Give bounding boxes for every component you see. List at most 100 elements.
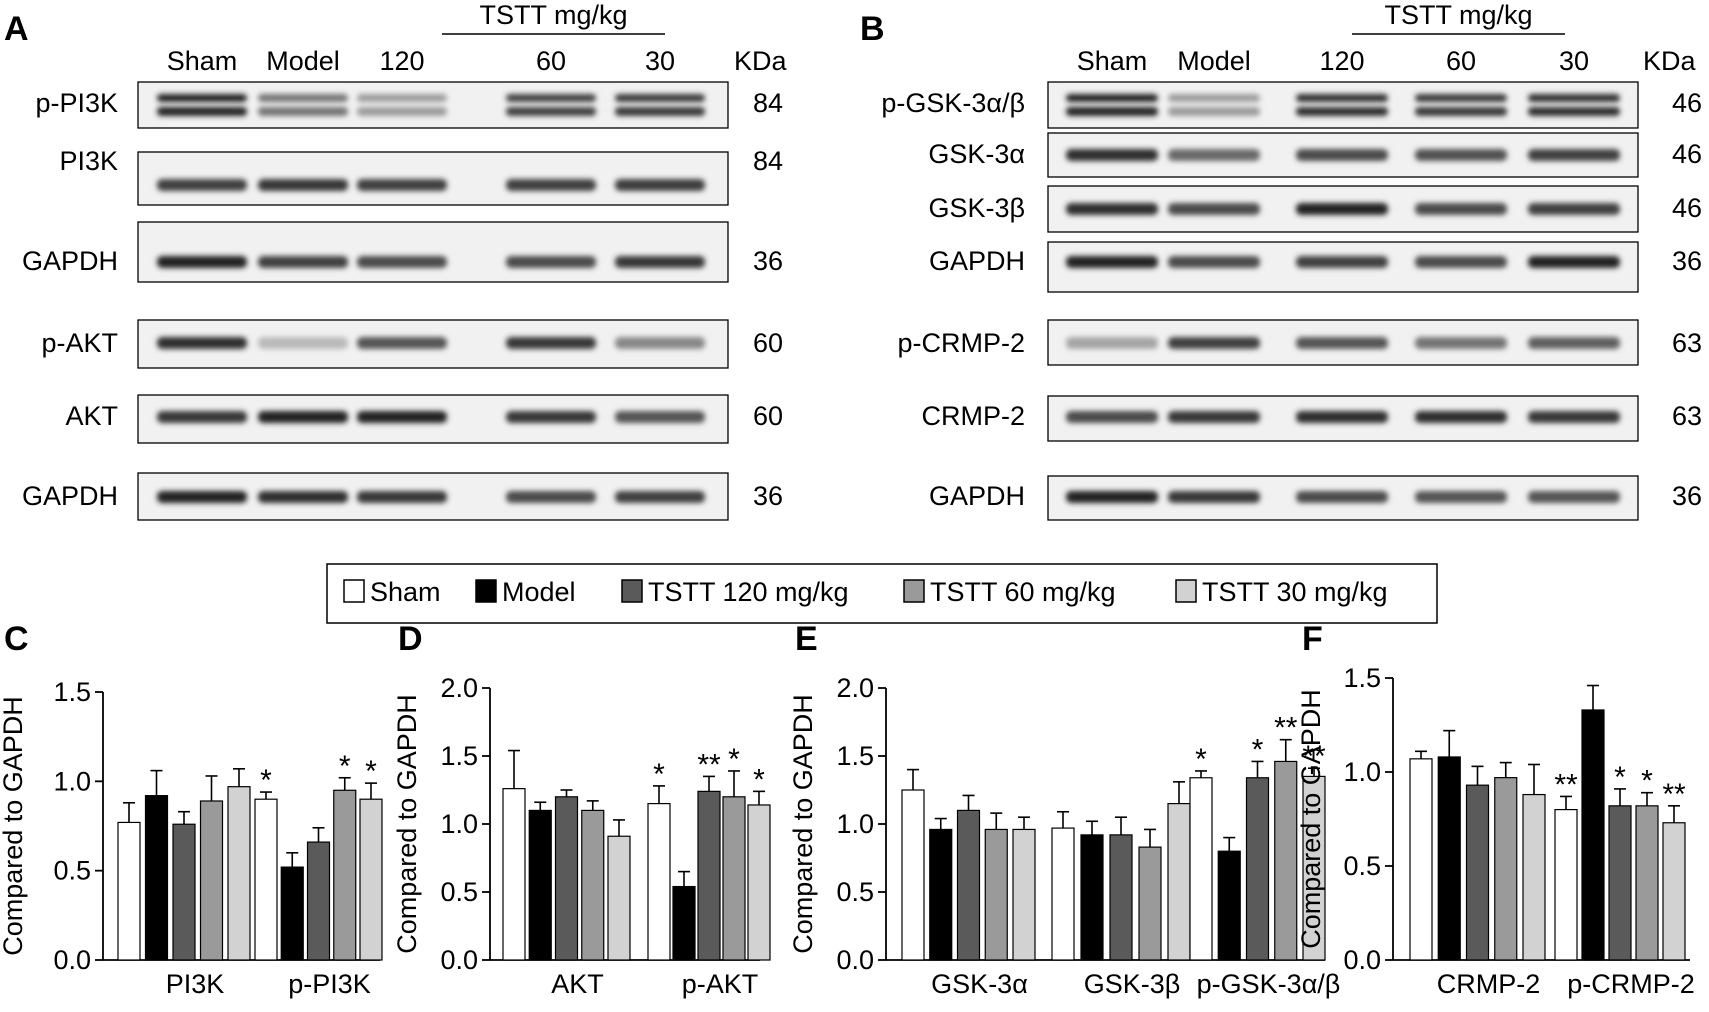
bar <box>1274 760 1298 961</box>
bar <box>672 885 696 961</box>
blot-band <box>157 337 247 349</box>
bar <box>1245 777 1270 961</box>
legend-swatch <box>621 579 643 603</box>
bar <box>1051 827 1075 961</box>
blot-band <box>157 107 247 116</box>
blot-row-label: GAPDH <box>22 481 118 511</box>
bar <box>280 866 304 961</box>
blot-band <box>1415 256 1507 268</box>
blot-row: p-PI3K 84 <box>35 81 783 129</box>
blot-row: p-AKT 60 <box>41 319 783 369</box>
blot-row-kda: 60 <box>753 328 783 358</box>
bar <box>554 796 579 961</box>
blot-row-label: GAPDH <box>929 246 1025 276</box>
blot-band <box>157 411 247 423</box>
bar-group: * *****p-GSK-3α/β <box>1189 712 1341 999</box>
blot-row-label: GSK-3α <box>928 139 1025 169</box>
blot-row-kda: 84 <box>753 146 783 176</box>
bar <box>929 828 953 961</box>
bar <box>1581 709 1605 961</box>
legend-label: TSTT 30 mg/kg <box>1202 577 1388 607</box>
blot-band <box>357 411 447 423</box>
x-category-label: AKT <box>551 969 604 999</box>
y-tick-label: 2.0 <box>440 673 478 703</box>
blot-row: AKT 60 <box>65 394 783 444</box>
bar <box>1608 805 1632 961</box>
significance-mark: * <box>339 750 351 783</box>
bar <box>1554 808 1578 961</box>
blot-row-kda: 36 <box>753 481 783 511</box>
blot-band <box>615 179 705 191</box>
blot-band <box>357 337 447 349</box>
legend-swatch <box>343 579 365 603</box>
blot-band <box>157 94 247 102</box>
blot-band <box>1296 256 1388 268</box>
y-tick-label: 0.5 <box>440 877 478 907</box>
blot-panel-panel_b: B TSTT mg/kg Sham Model 120 60 30 KDa p-GSK-3α/β… <box>860 0 1702 521</box>
blot-band <box>1168 411 1260 423</box>
panel-letter: D <box>398 620 423 658</box>
y-tick-label: 1.0 <box>53 766 91 796</box>
y-axis-label: Compared to GAPDH <box>392 694 422 954</box>
blot-band <box>1168 203 1260 215</box>
blot-row-kda: 46 <box>1672 139 1702 169</box>
blot-frame <box>137 221 729 283</box>
blot-band <box>615 411 705 423</box>
bar <box>1662 822 1686 961</box>
blot-band <box>157 256 247 268</box>
blot-band <box>1296 203 1388 215</box>
blot-band <box>615 94 705 102</box>
blot-band <box>357 491 447 503</box>
y-tick-label: 1.5 <box>440 741 478 771</box>
blot-row-kda: 46 <box>1672 193 1702 223</box>
x-category-label: GSK-3β <box>1084 969 1181 999</box>
blot-band <box>506 411 596 423</box>
blot-band <box>506 491 596 503</box>
bar-chart-E: E 0.0 0.5 1.0 1.5 2.0 Compared to GAPDH GSK-3α G… <box>788 620 1340 999</box>
lane-label: Model <box>1177 46 1251 76</box>
blot-band <box>1168 107 1260 116</box>
blot-band <box>1168 149 1260 161</box>
blot-band <box>1296 337 1388 349</box>
bar <box>227 786 251 961</box>
x-category-label: p-GSK-3α/β <box>1197 969 1341 999</box>
legend-swatch <box>475 579 497 603</box>
blot-band <box>157 179 247 191</box>
significance-mark: ** <box>1554 768 1578 801</box>
lane-label: 60 <box>1446 46 1476 76</box>
blot-band <box>258 491 348 503</box>
legend-entry: Sham <box>343 577 441 607</box>
bar <box>984 828 1008 961</box>
blot-band <box>1528 337 1620 349</box>
blot-band <box>1066 149 1158 161</box>
bar <box>1409 758 1433 961</box>
blot-frame <box>137 81 729 129</box>
blot-row-label: GAPDH <box>929 481 1025 511</box>
blot-row-kda: 63 <box>1672 401 1702 431</box>
blot-band <box>1168 94 1260 102</box>
panel-letter: E <box>795 620 818 658</box>
blot-band <box>157 491 247 503</box>
blot-band <box>615 337 705 349</box>
blot-row: GAPDH 36 <box>929 241 1702 293</box>
y-axis-label: Compared to GAPDH <box>788 694 818 954</box>
blot-band <box>357 107 447 116</box>
bar <box>1217 850 1241 961</box>
bar-group: CRMP-2 <box>1409 729 1546 999</box>
y-tick-label: 0.0 <box>1343 945 1381 975</box>
blot-band <box>357 179 447 191</box>
significance-mark: * <box>1195 743 1207 776</box>
blot-row-label: PI3K <box>59 146 118 176</box>
bar-group: * ** **p-AKT <box>647 743 771 999</box>
blot-row-kda: 46 <box>1672 88 1702 118</box>
blot-row: GAPDH 36 <box>22 221 783 283</box>
blot-row: p-GSK-3α/β 46 <box>881 81 1702 129</box>
blot-row-kda: 36 <box>1672 246 1702 276</box>
blot-band <box>1528 203 1620 215</box>
bar-group: GSK-3β <box>1051 781 1191 999</box>
blot-band <box>506 179 596 191</box>
legend-label: TSTT 60 mg/kg <box>930 577 1116 607</box>
y-tick-label: 0.0 <box>53 945 91 975</box>
